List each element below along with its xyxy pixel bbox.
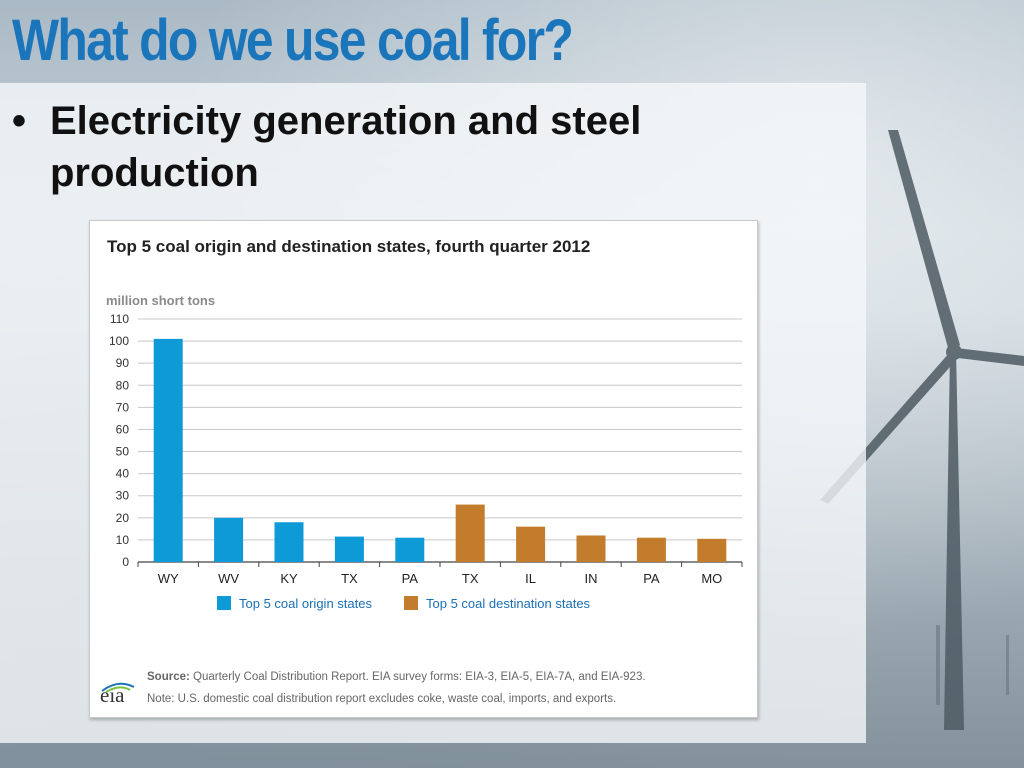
y-tick-label: 100 [109, 334, 129, 348]
chart-title: Top 5 coal origin and destination states… [107, 237, 591, 256]
bullet-text: Electricity generation and steel product… [50, 99, 642, 195]
x-tick-label: TX [341, 571, 358, 586]
source-text: Quarterly Coal Distribution Report. EIA … [193, 671, 646, 683]
x-tick-label: MO [701, 571, 722, 586]
bar-ky [274, 522, 304, 562]
chart-footer: eia Source: Quarterly Coal Distribution … [90, 665, 757, 717]
x-tick-label: PA [402, 571, 419, 586]
y-tick-label: 50 [116, 445, 130, 459]
legend-swatch [404, 596, 418, 610]
bullet-symbol: • [12, 99, 27, 143]
bar-il [516, 526, 546, 562]
bar-wy [153, 338, 183, 562]
slide-title: What do we use coal for? [12, 8, 574, 73]
y-tick-label: 90 [116, 356, 130, 370]
note-text: Note: U.S. domestic coal distribution re… [147, 693, 617, 705]
y-axis-label: million short tons [106, 293, 215, 308]
x-tick-label: WY [158, 571, 179, 586]
y-tick-label: 110 [110, 312, 129, 326]
y-tick-label: 60 [116, 422, 130, 436]
legend-label: Top 5 coal origin states [239, 596, 372, 611]
y-tick-label: 20 [116, 511, 130, 525]
bar-wv [214, 517, 244, 562]
y-tick-label: 0 [122, 555, 129, 569]
bar-tx [455, 504, 485, 562]
y-tick-label: 30 [116, 489, 130, 503]
eia-swoosh-icon [101, 682, 135, 693]
chart-card: Top 5 coal origin and destination states… [89, 220, 758, 718]
y-tick-label: 70 [116, 400, 130, 414]
x-tick-label: IL [525, 571, 536, 586]
legend-swatch [217, 596, 231, 610]
x-tick-label: WV [218, 571, 239, 586]
source-label: Source: [147, 671, 190, 683]
y-tick-label: 40 [116, 467, 130, 481]
bar-tx [334, 536, 364, 562]
legend-label: Top 5 coal destination states [426, 596, 591, 611]
bar-pa [636, 537, 666, 562]
eia-logo: eia [100, 681, 136, 709]
x-tick-label: PA [643, 571, 660, 586]
bar-mo [697, 538, 727, 562]
bar-pa [395, 537, 425, 562]
source-line: Source: Quarterly Coal Distribution Repo… [147, 671, 646, 683]
y-tick-label: 80 [116, 378, 130, 392]
x-tick-label: TX [462, 571, 479, 586]
bar-chart: million short tons 0 10 20 30 40 50 60 70 80 90 10… [106, 293, 743, 611]
bar-in [576, 535, 606, 562]
y-tick-label: 10 [116, 533, 130, 547]
x-tick-label: KY [280, 571, 298, 586]
bullet-item: • Electricity generation and steel produ… [12, 95, 812, 199]
x-tick-label: IN [585, 571, 598, 586]
